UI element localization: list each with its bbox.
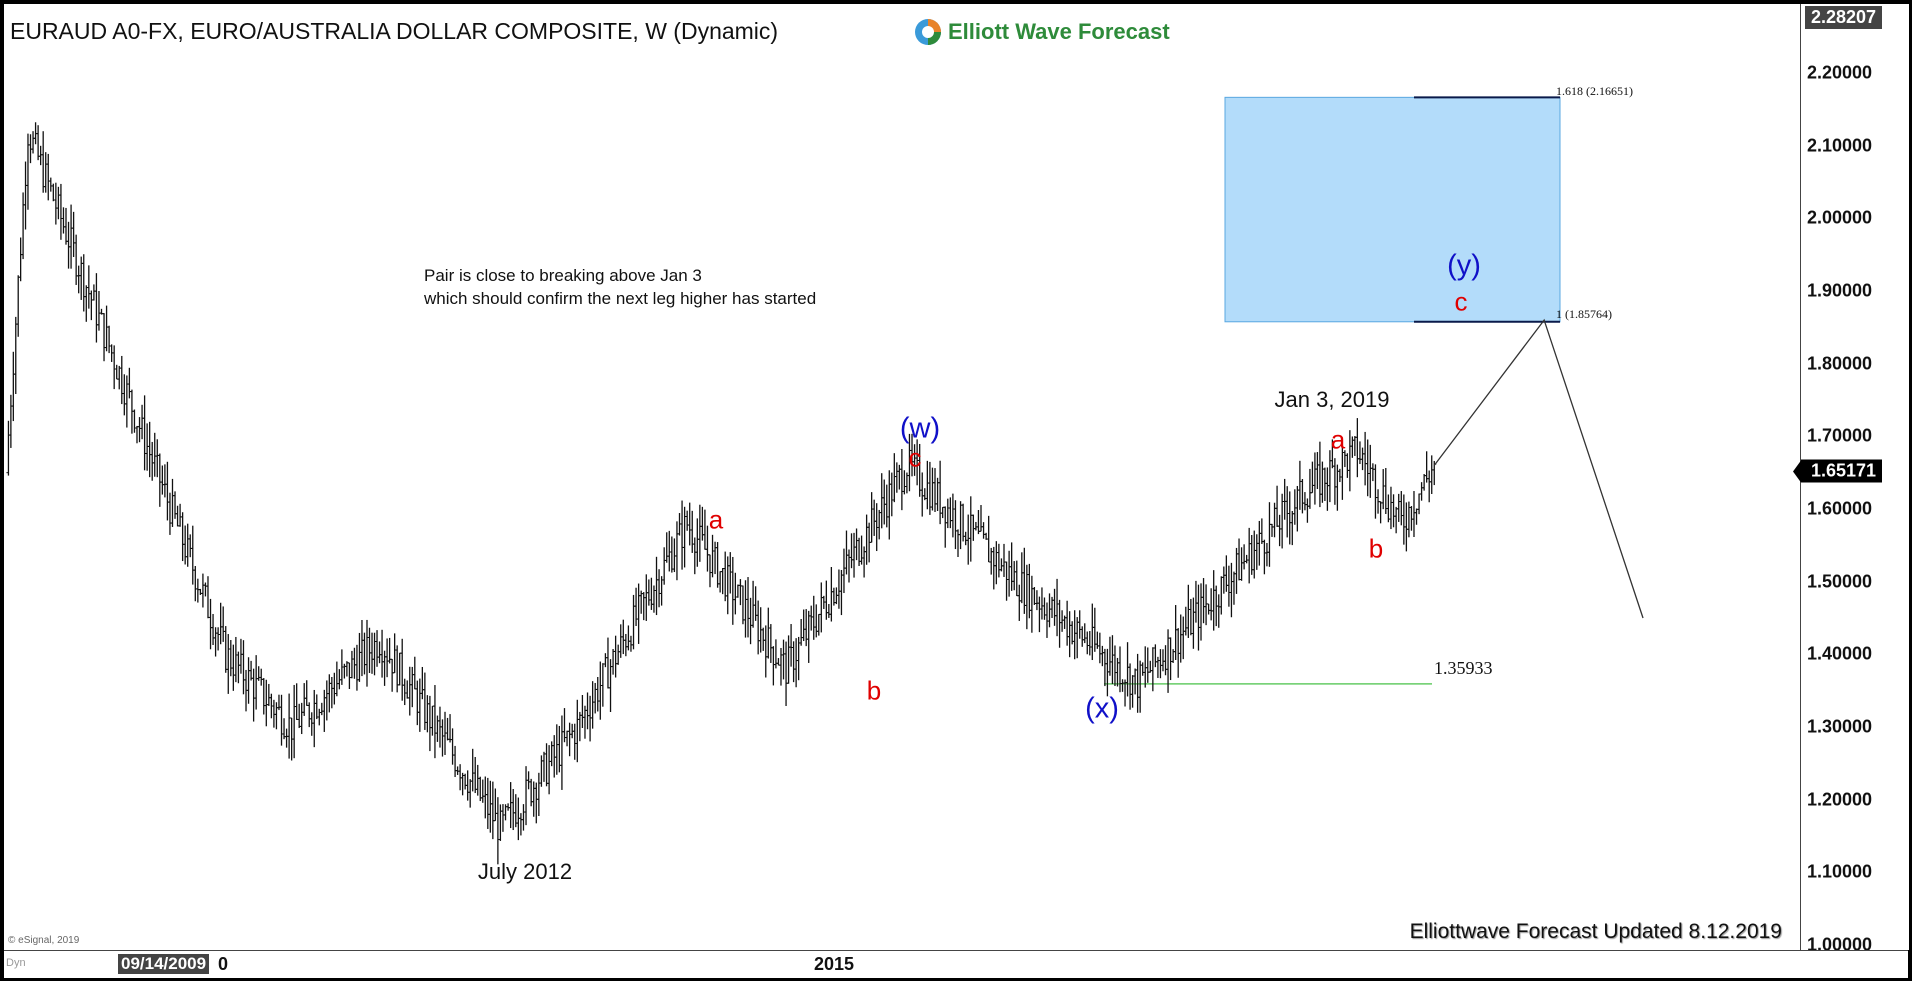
price-tick-label: 1.20000 — [1807, 789, 1873, 810]
price-tick-label: 2.10000 — [1807, 135, 1873, 156]
price-tick-label: 1.80000 — [1807, 353, 1873, 374]
price-axis[interactable]: 2.28207 2.20000 2.10000 2.00000 1.90000 1.80… — [1800, 4, 1909, 955]
price-tick-label: 1.00000 — [1807, 934, 1873, 955]
chart-title: EURAUD A0-FX, EURO/AUSTRALIA DOLLAR COMP… — [10, 18, 779, 44]
fib-upper-label: 1.618 (2.16651) — [1556, 84, 1633, 98]
price-axis-top-value: 2.28207 — [1805, 6, 1883, 29]
price-tick-label: 2.20000 — [1807, 62, 1873, 83]
wave-label: b — [866, 675, 882, 706]
analysis-note: Pair is close to breaking above Jan 3 wh… — [424, 264, 816, 310]
wave-label: Jan 3, 2019 — [1274, 387, 1390, 412]
wave-label: a — [1330, 424, 1346, 455]
price-tick-label: 1.70000 — [1807, 425, 1873, 446]
current-price-marker: 1.65171 — [1801, 459, 1883, 483]
price-tick-label: 1.60000 — [1807, 498, 1873, 519]
wave-label: July 2012 — [477, 859, 573, 885]
wave-label: (y) — [1447, 249, 1481, 282]
time-axis[interactable]: Dyn 09/14/2009 0 2015 — [4, 950, 1908, 978]
price-tick-label: 1.90000 — [1807, 280, 1873, 301]
projection-path — [1433, 318, 1644, 619]
time-axis-cursor-date: 09/14/2009 — [118, 954, 210, 974]
time-tick-partial: 0 — [217, 954, 229, 974]
wave-label: c — [1454, 286, 1468, 317]
wave-label: (w) — [899, 412, 941, 445]
note-line-2: which should confirm the next leg higher… — [424, 289, 817, 308]
wave-label: b — [1368, 533, 1384, 564]
fib-lower-label: 1 (1.85764) — [1556, 307, 1612, 321]
target-zone-box — [1224, 96, 1561, 323]
wave-label: (x) — [1085, 692, 1119, 725]
support-level-label: 1.35933 — [1434, 658, 1493, 678]
wave-label: a — [708, 504, 724, 535]
dyn-indicator: Dyn — [6, 957, 26, 969]
price-chart — [6, 96, 1644, 865]
price-tick-label: 1.50000 — [1807, 571, 1873, 592]
price-tick-label: 1.10000 — [1807, 861, 1873, 882]
ewf-logo-icon — [915, 19, 941, 45]
logo-text: Elliott Wave Forecast — [948, 19, 1170, 44]
time-tick-2015: 2015 — [813, 954, 855, 974]
price-tick-label: 2.00000 — [1807, 207, 1873, 228]
price-tick-label: 1.30000 — [1807, 716, 1873, 737]
chart-plot-area[interactable]: EURAUD A0-FX, EURO/AUSTRALIA DOLLAR COMP… — [4, 4, 1800, 950]
price-tick-label: 1.40000 — [1807, 643, 1873, 664]
wave-label: c — [908, 442, 922, 473]
esignal-copyright: © eSignal, 2019 — [8, 935, 80, 946]
brand-logo: Elliott Wave Forecast — [914, 18, 1170, 46]
note-line-1: Pair is close to breaking above Jan 3 — [424, 266, 702, 285]
footer-credit: Elliottwave Forecast Updated 8.12.2019 — [1409, 920, 1782, 943]
